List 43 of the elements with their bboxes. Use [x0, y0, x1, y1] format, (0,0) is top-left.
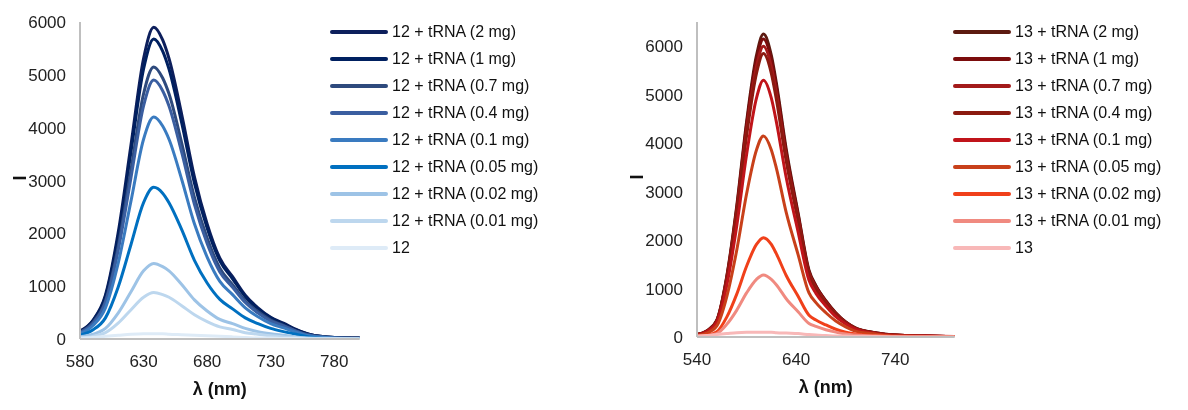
x-tick-label: 730: [256, 352, 285, 372]
y-tick-label: 5000: [28, 65, 66, 85]
y-tick-label: 0: [56, 330, 66, 350]
legend-label: 12: [392, 238, 410, 257]
legend-label: 13 + tRNA (0.01 mg): [1015, 211, 1162, 230]
legend-label: 12 + tRNA (0.1 mg): [392, 130, 530, 149]
y-tick-label: 2000: [28, 224, 66, 244]
y-tick-label: 4000: [28, 118, 66, 138]
y-tick-label: 3000: [28, 171, 66, 191]
x-tick-label: 630: [129, 352, 158, 372]
legend-label: 13 + tRNA (0.4 mg): [1015, 103, 1153, 122]
x-axis-title: λ (nm): [798, 377, 853, 397]
y-tick-label: 6000: [645, 37, 683, 57]
y-tick-label: 6000: [28, 13, 66, 33]
legend-label: 13: [1015, 238, 1033, 257]
x-tick-label: 640: [781, 350, 811, 370]
x-tick-label: 680: [192, 352, 222, 372]
legend-label: 13 + tRNA (0.7 mg): [1015, 76, 1153, 95]
x-tick-label: 740: [881, 350, 910, 370]
x-tick-label: 540: [682, 350, 712, 370]
legend-label: 13 + tRNA (0.02 mg): [1015, 184, 1162, 203]
y-tick-label: 1000: [645, 279, 683, 299]
y-tick-label: 1000: [28, 277, 66, 297]
legend-label: 12 + tRNA (1 mg): [392, 49, 517, 68]
legend-label: 13 + tRNA (1 mg): [1015, 49, 1140, 68]
y-tick-label: 4000: [645, 134, 683, 154]
y-axis-title: I: [627, 174, 648, 180]
legend-label: 12 + tRNA (0.02 mg): [392, 184, 539, 203]
x-tick-label: 780: [320, 352, 349, 372]
legend-label: 12 + tRNA (0.4 mg): [392, 103, 530, 122]
legend-label: 13 + tRNA (0.05 mg): [1015, 157, 1162, 176]
y-tick-label: 2000: [645, 231, 683, 251]
legend-label: 12 + tRNA (0.05 mg): [392, 157, 539, 176]
x-tick-label: 580: [65, 352, 95, 372]
legend-label: 12 + tRNA (2 mg): [392, 22, 517, 41]
y-tick-label: 3000: [645, 182, 683, 202]
legend-label: 13 + tRNA (2 mg): [1015, 22, 1140, 41]
y-tick-label: 5000: [645, 85, 683, 105]
y-tick-label: 0: [673, 328, 683, 348]
legend-label: 12 + tRNA (0.01 mg): [392, 211, 539, 230]
legend-label: 12 + tRNA (0.7 mg): [392, 76, 530, 95]
legend-label: 13 + tRNA (0.1 mg): [1015, 130, 1153, 149]
x-axis-title: λ (nm): [192, 379, 247, 399]
